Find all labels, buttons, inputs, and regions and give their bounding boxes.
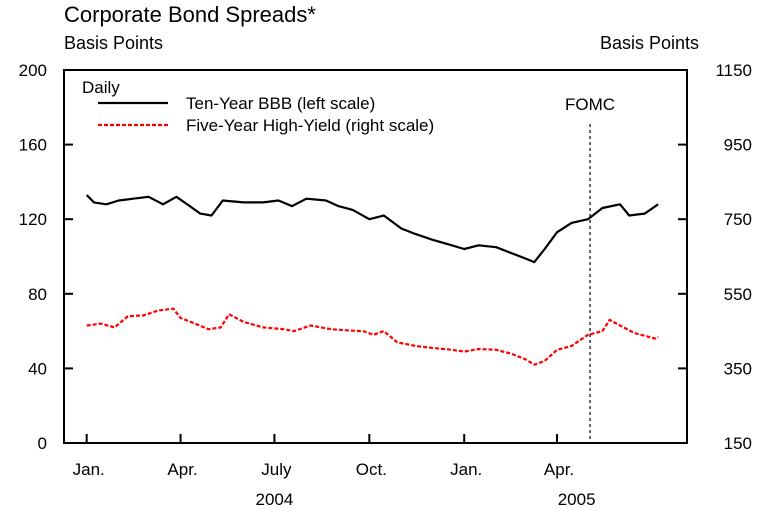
right-tick-label: 150 <box>724 434 752 453</box>
x-tick-label: July <box>261 460 292 479</box>
chart-title: Corporate Bond Spreads* <box>64 2 316 27</box>
right-tick-label: 550 <box>724 285 752 304</box>
left-tick-label: 120 <box>19 210 47 229</box>
right-tick-label: 1150 <box>715 61 752 80</box>
right-tick-label: 950 <box>724 136 752 155</box>
left-tick-label: 200 <box>19 61 47 80</box>
year-label: 2004 <box>256 490 294 509</box>
x-tick-label: Oct. <box>356 460 387 479</box>
right-tick-label: 350 <box>724 359 752 378</box>
left-tick-label: 80 <box>28 285 47 304</box>
series-layer <box>85 194 659 366</box>
left-tick-label: 0 <box>38 434 47 453</box>
series-line-2 <box>86 307 659 366</box>
series-line-1 <box>85 194 659 264</box>
plot-frame <box>63 69 688 444</box>
right-tick-label: 750 <box>724 210 752 229</box>
left-axis: 0 40 80 120 160 200 <box>19 61 73 453</box>
right-axis-label: Basis Points <box>599 33 699 53</box>
legend-label-2: Five-Year High-Yield (right scale) <box>186 116 434 135</box>
fomc-annotation: FOMC <box>565 95 615 443</box>
x-axis: Jan. Apr. July Oct. Jan. Apr. 2004 2005 <box>73 434 596 509</box>
x-tick-label: Apr. <box>167 460 197 479</box>
fomc-label: FOMC <box>565 95 615 114</box>
x-tick-label: Jan. <box>450 460 482 479</box>
legend-label-1: Ten-Year BBB (left scale) <box>186 94 375 113</box>
legend-heading: Daily <box>82 78 120 97</box>
legend: Daily Ten-Year BBB (left scale) Five-Year … <box>82 78 434 135</box>
x-tick-label: Apr. <box>544 460 574 479</box>
right-axis: 150 350 550 750 950 1150 <box>678 61 752 453</box>
plot-border <box>63 69 688 444</box>
left-axis-label: Basis Points <box>64 33 164 53</box>
left-tick-label: 160 <box>19 136 47 155</box>
x-tick-label: Jan. <box>73 460 105 479</box>
left-tick-label: 40 <box>28 359 47 378</box>
year-label: 2005 <box>558 490 596 509</box>
